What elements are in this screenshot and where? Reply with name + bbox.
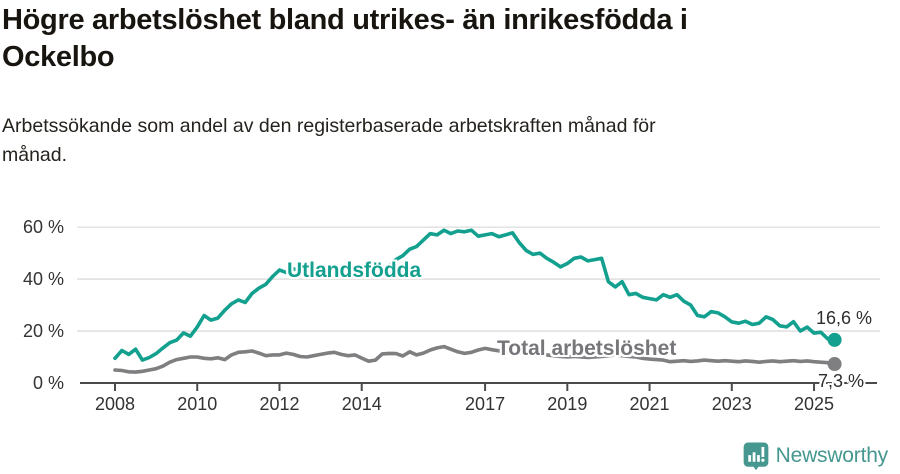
series-line <box>113 228 837 362</box>
series-line <box>113 344 837 374</box>
title-line-2: Ockelbo <box>2 41 115 73</box>
series-end-dot <box>827 332 842 347</box>
title-line-1: Högre arbetslöshet bland utrikes- än inr… <box>2 4 688 36</box>
brand-name: Newsworthy <box>775 444 889 467</box>
page-title: Högre arbetslöshet bland utrikes- än inr… <box>2 2 842 76</box>
subtitle-line-1: Arbetssökande som andel av den registerb… <box>2 115 656 137</box>
subtitle-line-2: månad. <box>2 144 68 166</box>
brand-footer: Newsworthy <box>743 441 888 471</box>
series-end-dot <box>827 357 842 372</box>
chart-subtitle: Arbetssökande som andel av den registerb… <box>2 112 842 170</box>
newsworthy-logo-icon <box>743 442 768 470</box>
